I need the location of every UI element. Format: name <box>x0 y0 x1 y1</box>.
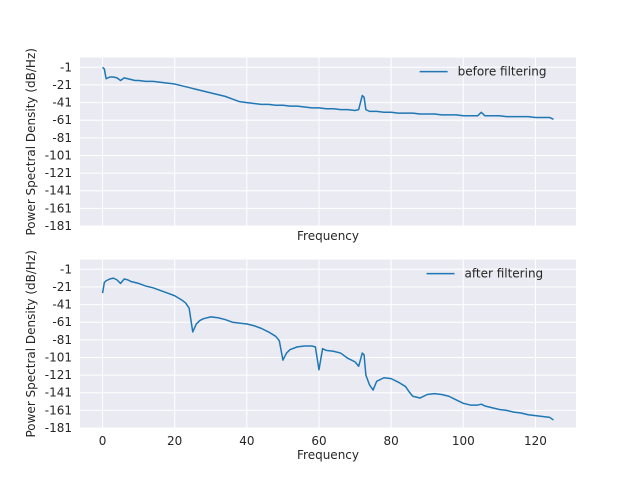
x-axis-label: Frequency <box>297 229 359 243</box>
y-tick-label: -101 <box>45 148 72 162</box>
y-tick-label: -81 <box>52 131 72 145</box>
chart-panel-1: -1 -21 -41 -61 -81 -101 -121 -141 -161 -181 Freque… <box>24 48 576 243</box>
legend: before filtering <box>419 65 547 79</box>
y-tick-label: -181 <box>45 421 72 435</box>
legend-label: before filtering <box>458 65 547 79</box>
y-tick-label: -61 <box>52 113 72 127</box>
y-tick-label: -1 <box>60 60 72 74</box>
y-tick-label: -41 <box>52 96 72 110</box>
plot-background <box>80 57 576 226</box>
y-tick-label: -181 <box>45 219 72 233</box>
x-axis-label: Frequency <box>297 448 359 462</box>
series-line <box>102 66 554 120</box>
y-tick-label: -21 <box>52 78 72 92</box>
x-tick-label: 0 <box>99 434 107 448</box>
y-tick-label: -41 <box>52 298 72 312</box>
x-tick-label: 20 <box>167 434 182 448</box>
x-tick-label: 60 <box>311 434 326 448</box>
legend-label: after filtering <box>465 267 544 281</box>
x-tick-label: 40 <box>239 434 254 448</box>
y-tick-label: -101 <box>45 350 72 364</box>
x-tick-label: 100 <box>452 434 475 448</box>
y-tick-label: -141 <box>45 386 72 400</box>
y-tick-label: -21 <box>52 280 72 294</box>
x-tick-label: 120 <box>524 434 547 448</box>
y-axis-label: Power Spectral Density (dB/Hz) <box>24 48 38 235</box>
y-tick-label: -81 <box>52 333 72 347</box>
y-tick-label: -121 <box>45 166 72 180</box>
y-tick-label: -61 <box>52 315 72 329</box>
plot-background <box>80 259 576 428</box>
y-tick-label: -121 <box>45 368 72 382</box>
y-axis-label: Power Spectral Density (dB/Hz) <box>24 250 38 437</box>
y-tick-label: -161 <box>45 403 72 417</box>
x-tick-label: 80 <box>383 434 398 448</box>
y-tick-label: -1 <box>60 262 72 276</box>
series-line <box>101 277 554 421</box>
legend: after filtering <box>426 267 544 281</box>
chart-panel-2: -1 -21 -41 -61 -81 -101 -121 -141 -161 -181 0 20 40 6… <box>24 250 576 462</box>
y-tick-label: -161 <box>45 201 72 215</box>
y-tick-label: -141 <box>45 184 72 198</box>
